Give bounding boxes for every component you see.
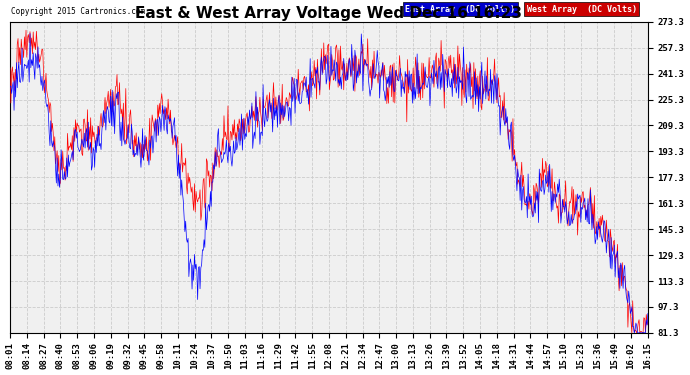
Text: Copyright 2015 Cartronics.com: Copyright 2015 Cartronics.com xyxy=(10,6,145,15)
Text: West Array  (DC Volts): West Array (DC Volts) xyxy=(526,5,637,14)
Text: East Array  (DC Volts): East Array (DC Volts) xyxy=(406,5,515,14)
Title: East & West Array Voltage Wed Dec 16 16:23: East & West Array Voltage Wed Dec 16 16:… xyxy=(135,6,522,21)
